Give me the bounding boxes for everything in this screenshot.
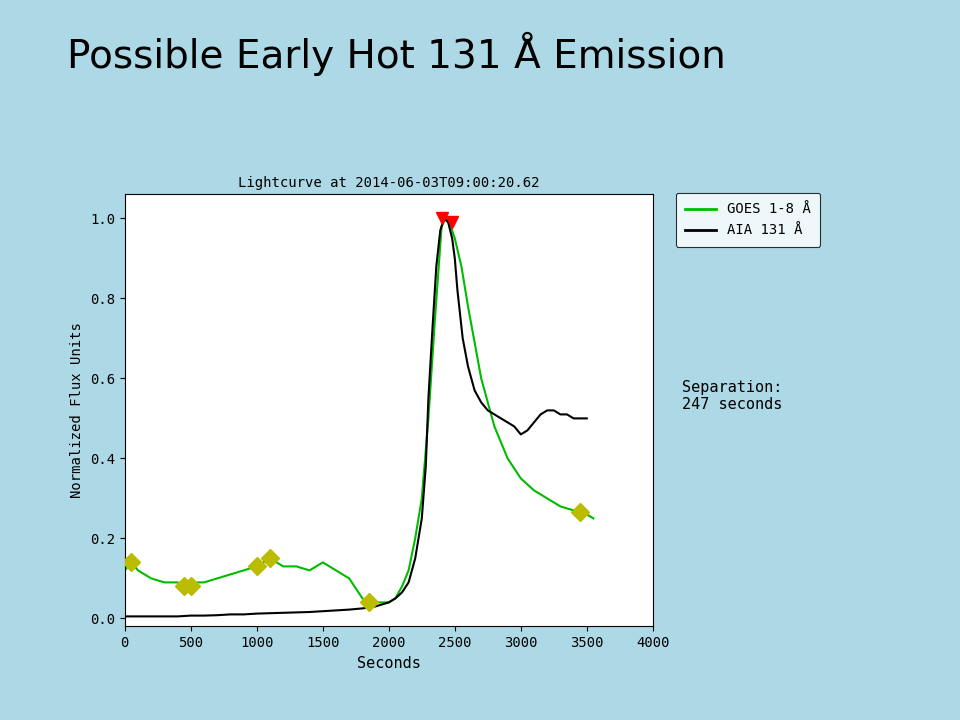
Title: Lightcurve at 2014-06-03T09:00:20.62: Lightcurve at 2014-06-03T09:00:20.62 [238, 176, 540, 191]
Legend: GOES 1-8 Å, AIA 131 Å: GOES 1-8 Å, AIA 131 Å [676, 193, 821, 247]
X-axis label: Seconds: Seconds [357, 656, 420, 670]
Y-axis label: Normalized Flux Units: Normalized Flux Units [70, 323, 84, 498]
Text: Possible Early Hot 131 Å Emission: Possible Early Hot 131 Å Emission [67, 32, 726, 76]
Text: Separation:
247 seconds: Separation: 247 seconds [682, 380, 782, 412]
